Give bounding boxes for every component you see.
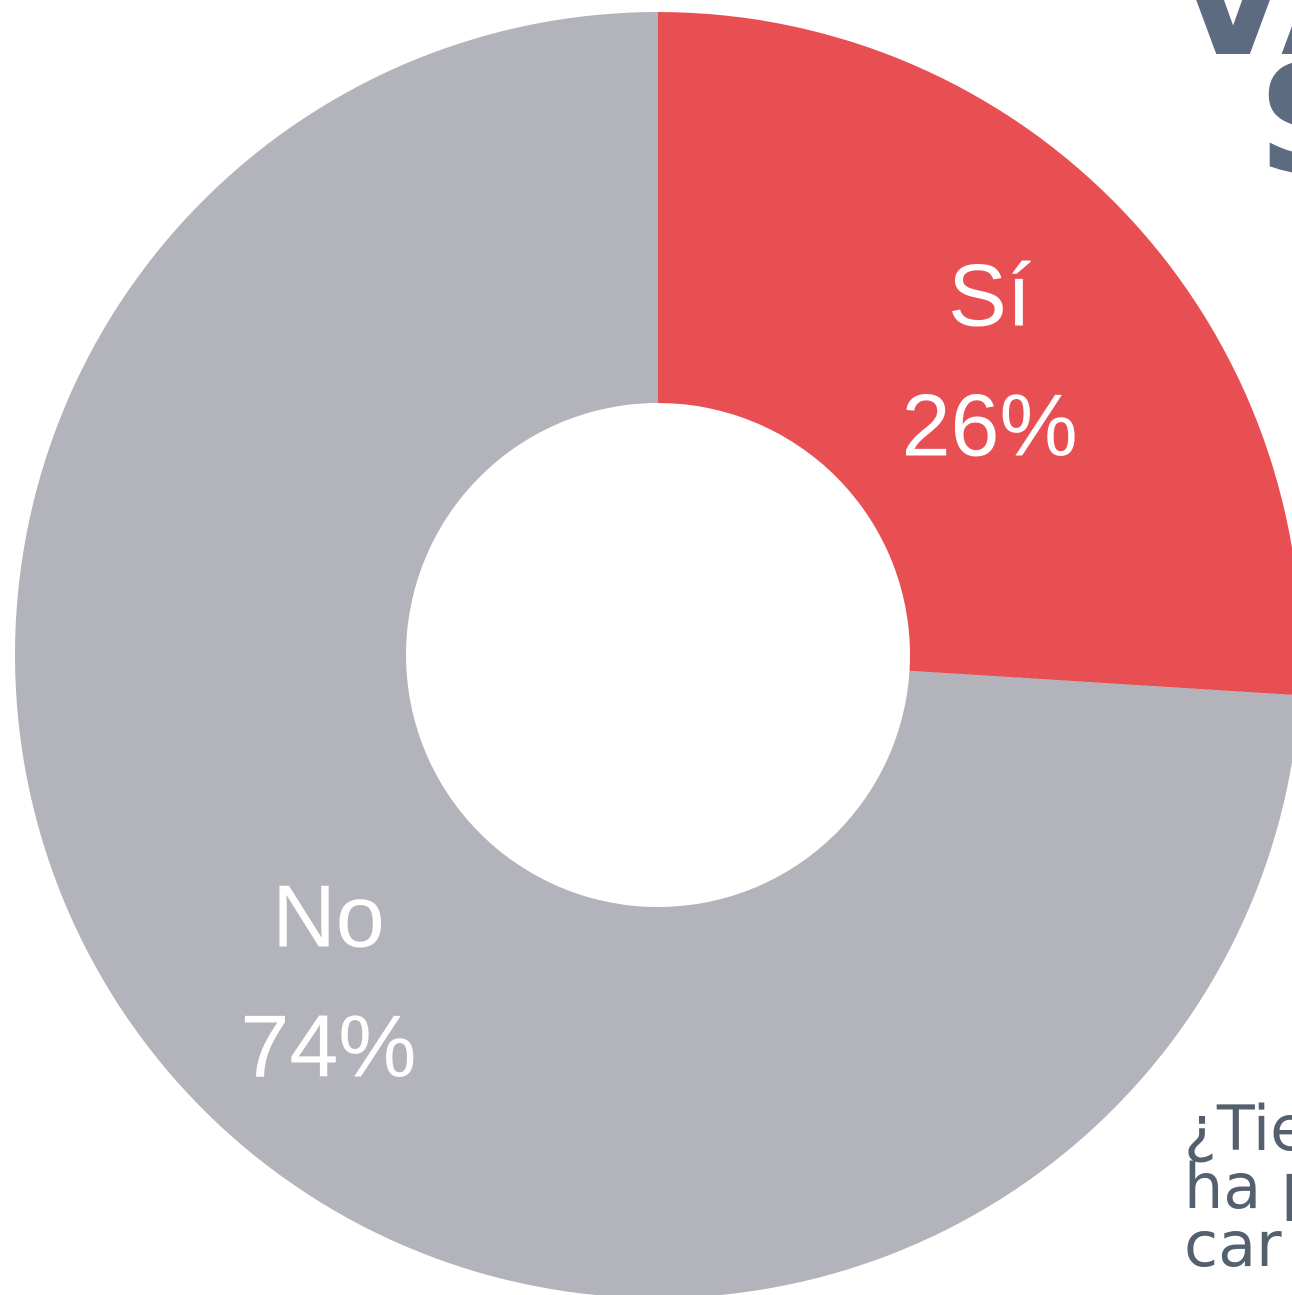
slice-no [14,12,1292,1295]
cropped-title-line-1: VA [1175,0,1292,90]
slice-label-category-0: Sí [948,246,1032,345]
donut-slices [14,12,1292,1295]
question-line-1: ¿Tie [1184,1092,1292,1165]
slice-label-value-0: 26% [902,376,1078,475]
question-line-2: ha p [1184,1150,1292,1223]
slice-label-value-1: 74% [240,996,416,1095]
cropped-title-line-2: S [1258,46,1292,196]
cropped-question-text: ¿Tie ha p car [1184,1092,1292,1281]
question-line-3: car [1184,1208,1282,1281]
slice-si [658,12,1292,695]
slice-label-category-1: No [272,866,385,965]
slice-labels: Sí 26% No 74% [240,246,1077,1096]
